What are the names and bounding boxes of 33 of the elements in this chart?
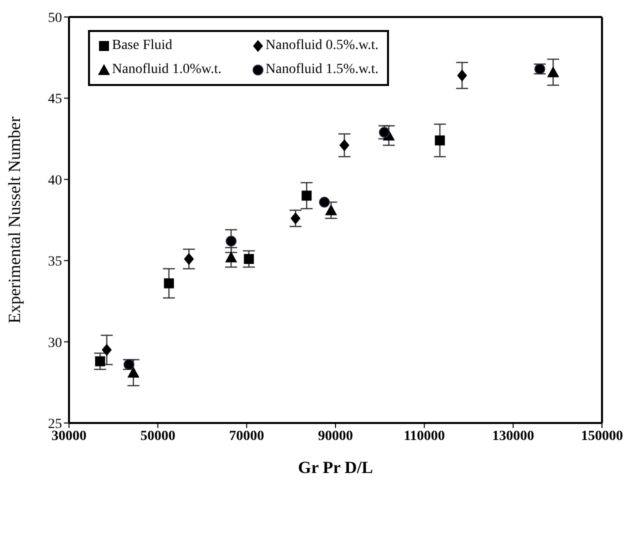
point (325, 204, 338, 216)
y-tick-label: 30 (48, 336, 62, 351)
x-tick-label: 50000 (140, 428, 176, 444)
x-tick-label: 130000 (492, 428, 534, 444)
legend-label: Nanofluid 0.5%.w.t. (266, 38, 379, 54)
point (457, 69, 468, 82)
point (184, 252, 194, 265)
point (302, 190, 312, 201)
point (290, 212, 301, 224)
point (547, 66, 560, 78)
point (95, 356, 106, 366)
x-tick-label: 70000 (229, 428, 264, 444)
x-tick-label: 110000 (404, 428, 445, 444)
point (244, 254, 254, 264)
y-tick-label: 40 (48, 173, 62, 188)
point (339, 139, 350, 152)
legend-label: Nanofluid 1.0%w.t. (112, 62, 222, 78)
y-tick-label: 50 (48, 10, 62, 26)
y-axis-title: Experimental Nusselt Number (5, 116, 24, 324)
point (226, 236, 237, 247)
point (225, 251, 238, 262)
point (127, 366, 140, 378)
point (164, 278, 174, 288)
x-tick-label: 150000 (581, 428, 623, 444)
x-tick-label: 90000 (318, 428, 353, 444)
legend-label: Base Fluid (112, 38, 172, 54)
legend-label: Nanofluid 1.5%.w.t. (266, 62, 379, 78)
y-tick-label: 45 (48, 92, 62, 108)
x-axis-title: Gr Pr D/L (298, 458, 373, 477)
point (434, 135, 445, 146)
y-tick-label: 35 (48, 254, 62, 270)
point (102, 344, 112, 356)
point (318, 196, 330, 208)
